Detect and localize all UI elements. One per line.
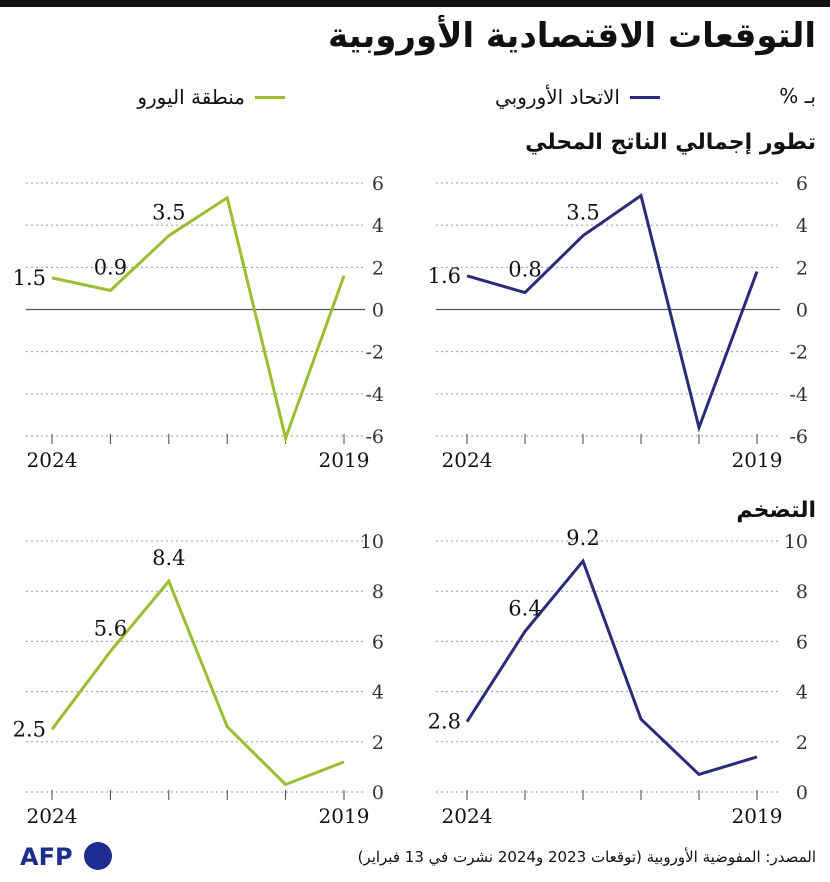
legend-swatch-eurozone — [255, 95, 285, 99]
gdp-ez-xtick-label: 2024 — [27, 448, 78, 472]
top-bar — [0, 0, 830, 7]
infl-eu-xtick-label: 2019 — [732, 804, 783, 828]
gdp-ez-series-line — [51, 195, 346, 444]
infl-ez-xtick-label: 2024 — [27, 804, 78, 828]
infl-eu-series-line — [465, 558, 758, 777]
infl-ez-ytick-label: 8 — [372, 581, 384, 603]
gdp-ez-ytick-label: 4 — [372, 215, 384, 237]
infl-eu-ytick-label: 8 — [796, 581, 808, 603]
gdp-ez-ytick-label: -6 — [365, 426, 384, 448]
gdp-ez-data-label: 3.5 — [152, 201, 185, 225]
legend-item-eu: الاتحاد الأوروبي — [495, 84, 660, 110]
chart-gdp-ez: 6 4 2 0 -2 -4 -6 2024 2019 1.5 0.9 3.5 — [13, 173, 384, 472]
infl-ez-data-label: 8.4 — [152, 546, 185, 570]
gdp-eu-ytick-label: -4 — [789, 384, 808, 406]
infl-eu-data-label: 9.2 — [566, 526, 599, 550]
infl-eu-ytick-label: 2 — [796, 732, 808, 754]
gdp-eu-ytick-label: 2 — [796, 257, 808, 279]
gdp-eu-data-label: 3.5 — [566, 201, 599, 225]
gdp-ez-ytick-label: 2 — [372, 257, 384, 279]
footer-source: المصدر: المفوضية الأوروبية (توقعات 2023 … — [357, 848, 816, 866]
section-title-gdp: تطور إجمالي الناتج المحلي — [525, 130, 816, 155]
gdp-ez-ytick-label: 6 — [372, 173, 384, 195]
gdp-eu-xtick-label: 2024 — [442, 448, 493, 472]
gdp-eu-ytick-label: -6 — [789, 426, 808, 448]
infl-ez-data-label: 2.5 — [13, 717, 46, 741]
afp-logo-circle — [84, 842, 112, 870]
gdp-ez-ytick-label: -2 — [365, 342, 384, 364]
gdp-ez-ytick-label: 0 — [372, 300, 384, 322]
afp-logo-text: AFP — [20, 843, 73, 871]
legend-item-eurozone: منطقة اليورو — [137, 84, 285, 110]
chart-gdp-eu: 6 4 2 0 -2 -4 -6 2024 2019 1.6 0.8 3.5 — [428, 173, 808, 472]
infl-ez-xtick-label: 2019 — [319, 804, 370, 828]
gdp-eu-ytick-label: 0 — [796, 300, 808, 322]
unit-label: بـ % — [779, 84, 816, 108]
infl-ez-data-label: 5.6 — [94, 616, 127, 640]
gdp-eu-ytick-label: -2 — [789, 342, 808, 364]
infl-eu-ytick-label: 10 — [784, 531, 808, 553]
infl-ez-ytick-label: 0 — [372, 782, 384, 804]
chart-infl-eu: 10 8 6 4 2 0 2024 2019 2.8 6.4 9.2 — [428, 526, 808, 828]
section-title-inflation: التضخم — [736, 498, 816, 523]
infl-eu-ytick-label: 4 — [796, 682, 808, 704]
gdp-ez-data-label: 0.9 — [94, 256, 127, 280]
infl-eu-ytick-label: 6 — [796, 631, 808, 653]
gdp-eu-ytick-label: 6 — [796, 173, 808, 195]
infl-ez-ytick-label: 2 — [372, 732, 384, 754]
gdp-ez-xtick-label: 2019 — [319, 448, 370, 472]
gdp-eu-data-label: 0.8 — [508, 258, 541, 282]
infl-ez-ytick-label: 10 — [360, 531, 384, 553]
infl-ez-ytick-label: 4 — [372, 682, 384, 704]
gdp-eu-xtick-label: 2019 — [732, 448, 783, 472]
infl-ez-ytick-label: 6 — [372, 631, 384, 653]
chart-infl-ez: 10 8 6 4 2 0 2024 2019 2.5 5.6 8.4 — [13, 531, 384, 828]
legend-swatch-eu — [630, 95, 660, 99]
gdp-eu-data-label: 1.6 — [428, 264, 461, 288]
legend-label-eu: الاتحاد الأوروبي — [495, 85, 620, 109]
gdp-ez-data-label: 1.5 — [13, 266, 46, 290]
infl-ez-series-line — [50, 578, 345, 787]
infl-eu-data-label: 6.4 — [508, 596, 541, 620]
page-title: التوقعات الاقتصادية الأوروبية — [328, 16, 816, 56]
gdp-eu-series-line — [466, 193, 759, 433]
infl-eu-data-label: 2.8 — [428, 710, 461, 734]
gdp-eu-ytick-label: 4 — [796, 215, 808, 237]
legend-label-eurozone: منطقة اليورو — [137, 85, 245, 109]
infl-eu-xtick-label: 2024 — [442, 804, 493, 828]
infl-eu-ytick-label: 0 — [796, 782, 808, 804]
afp-logo: AFP — [20, 840, 114, 872]
gdp-ez-ytick-label: -4 — [365, 384, 384, 406]
